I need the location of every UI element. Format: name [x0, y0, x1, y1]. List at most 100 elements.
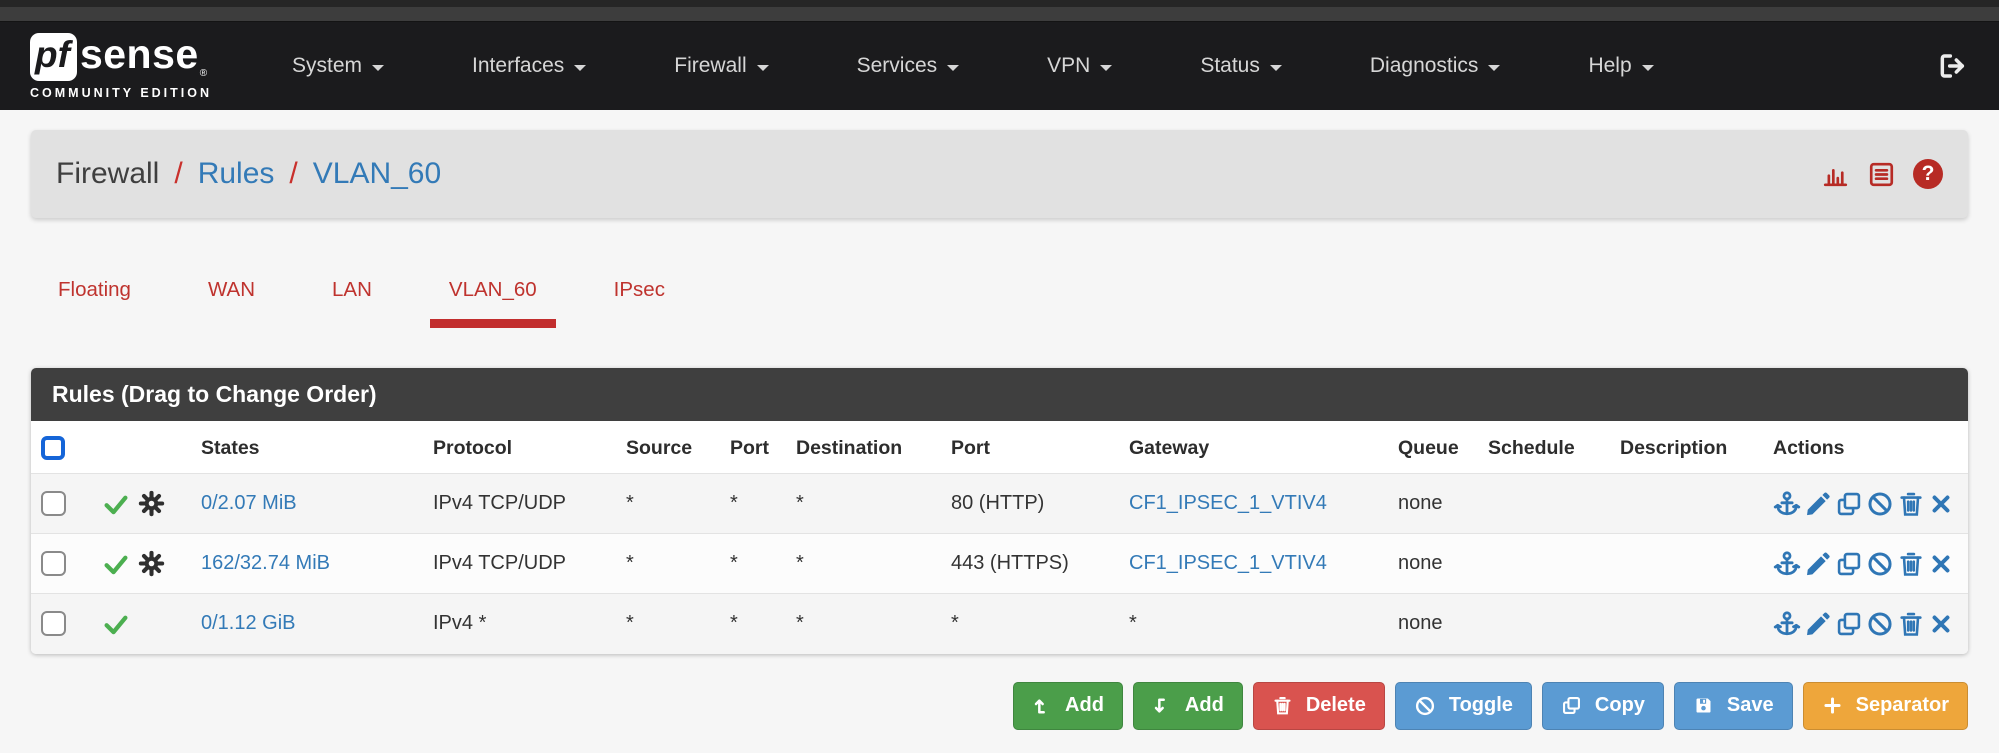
destination-cell: *: [796, 612, 804, 635]
anchor-button[interactable]: [1773, 490, 1801, 518]
states-link[interactable]: 162/32.74 MiB: [201, 552, 330, 574]
add-rule-top-button[interactable]: Add: [1013, 681, 1123, 730]
select-all-checkbox[interactable]: [41, 436, 65, 460]
interface-tabs: Floating WAN LAN VLAN_60 IPsec: [58, 278, 1968, 328]
delete-rule-button[interactable]: [1897, 610, 1925, 638]
copy-button[interactable]: [1835, 610, 1863, 638]
copy-selected-button[interactable]: Copy: [1541, 681, 1664, 730]
logout-button[interactable]: [1937, 50, 1969, 82]
remove-button[interactable]: [1928, 611, 1954, 637]
trash-icon: [1900, 552, 1922, 576]
chevron-down-icon: [574, 64, 587, 71]
schedule-cell: [1478, 594, 1610, 654]
add-separator-button[interactable]: Separator: [1802, 681, 1968, 730]
remove-button[interactable]: [1928, 491, 1954, 517]
column-destination: Destination: [796, 436, 903, 459]
window-chrome-bar: [0, 7, 1999, 22]
row-checkbox[interactable]: [41, 551, 66, 576]
tab-wan[interactable]: WAN: [207, 278, 256, 301]
chevron-down-icon: [756, 64, 769, 71]
edit-button[interactable]: [1804, 550, 1832, 578]
states-link[interactable]: 0/2.07 MiB: [201, 492, 297, 514]
queue-cell: none: [1398, 612, 1443, 635]
rule-enabled-icon[interactable]: [101, 489, 131, 519]
gateway-link[interactable]: CF1_IPSEC_1_VTIV4: [1129, 492, 1327, 514]
menu-label: Help: [1588, 54, 1632, 77]
toggle-selected-button[interactable]: Toggle: [1394, 681, 1532, 730]
pfsense-logo-text: sense: [79, 30, 199, 77]
delete-selected-button[interactable]: Delete: [1252, 681, 1385, 730]
menu-item-vpn[interactable]: VPN: [1047, 54, 1113, 78]
menu-item-status[interactable]: Status: [1200, 54, 1282, 78]
status-graph-button[interactable]: [1821, 160, 1850, 189]
rule-enabled-icon[interactable]: [101, 549, 131, 579]
breadcrumb-separator: /: [289, 157, 298, 190]
breadcrumb-actions: ?: [1821, 159, 1943, 189]
source-port-cell: *: [730, 612, 738, 635]
breadcrumb: Firewall / Rules / VLAN_60: [56, 157, 441, 191]
copy-button[interactable]: [1835, 550, 1863, 578]
breadcrumb-separator: /: [174, 157, 183, 190]
gateway-link[interactable]: CF1_IPSEC_1_VTIV4: [1129, 552, 1327, 574]
menu-item-diagnostics[interactable]: Diagnostics: [1370, 54, 1501, 78]
clone-icon: [1562, 697, 1580, 714]
menu-item-system[interactable]: System: [292, 54, 385, 78]
disable-button[interactable]: [1866, 610, 1894, 638]
destination-cell: *: [796, 552, 804, 574]
help-button[interactable]: ?: [1913, 159, 1943, 189]
rules-panel: Rules (Drag to Change Order) States Prot…: [31, 368, 1968, 654]
menu-label: Firewall: [674, 54, 747, 77]
rule-row[interactable]: 0/2.07 MiB IPv4 TCP/UDP * * * 80 (HTTP) …: [31, 473, 1968, 534]
view-log-button[interactable]: [1867, 160, 1896, 189]
menu-label: Diagnostics: [1369, 54, 1479, 77]
anchor-button[interactable]: [1773, 610, 1801, 638]
edit-button[interactable]: [1804, 610, 1832, 638]
queue-cell: none: [1398, 552, 1443, 574]
chevron-down-icon: [947, 64, 960, 71]
add-rule-bottom-button[interactable]: Add: [1132, 681, 1243, 730]
breadcrumb-link-vlan60[interactable]: VLAN_60: [312, 157, 442, 190]
menu-item-interfaces[interactable]: Interfaces: [472, 54, 587, 78]
pencil-icon: [1807, 492, 1830, 515]
delete-rule-button[interactable]: [1897, 490, 1925, 518]
page-content: Firewall / Rules / VLAN_60 ?: [0, 130, 1999, 730]
tab-vlan60[interactable]: VLAN_60: [429, 278, 556, 328]
save-button[interactable]: Save: [1673, 681, 1793, 730]
menu-label: Services: [856, 54, 938, 77]
rule-row[interactable]: 162/32.74 MiB IPv4 TCP/UDP * * * 443 (HT…: [31, 533, 1968, 594]
tab-floating[interactable]: Floating: [58, 278, 131, 301]
description-cell: [1610, 534, 1763, 594]
copy-button[interactable]: [1835, 490, 1863, 518]
remove-button[interactable]: [1928, 551, 1954, 577]
protocol-cell: IPv4 *: [433, 612, 487, 635]
rules-table: States Protocol Source Port Destination …: [31, 421, 1968, 654]
breadcrumb-link-rules[interactable]: Rules: [197, 157, 275, 190]
anchor-icon: [1773, 550, 1801, 575]
row-checkbox[interactable]: [41, 611, 66, 637]
states-link[interactable]: 0/1.12 GiB: [201, 612, 296, 635]
rule-row[interactable]: 0/1.12 GiB IPv4 * * * * * * none: [31, 593, 1968, 654]
disable-button[interactable]: [1866, 550, 1894, 578]
column-schedule: Schedule: [1488, 436, 1575, 459]
protocol-cell: IPv4 TCP/UDP: [433, 552, 566, 574]
pfsense-logo[interactable]: pf sense ® COMMUNITY EDITION: [30, 30, 212, 100]
anchor-button[interactable]: [1773, 550, 1801, 578]
protocol-cell: IPv4 TCP/UDP: [433, 492, 566, 514]
menu-item-services[interactable]: Services: [857, 54, 960, 78]
tab-lan[interactable]: LAN: [332, 278, 372, 301]
delete-rule-button[interactable]: [1897, 550, 1925, 578]
column-actions: Actions: [1773, 436, 1845, 459]
button-label: Toggle: [1448, 694, 1513, 716]
menu-item-firewall[interactable]: Firewall: [674, 54, 769, 78]
button-label: Copy: [1594, 694, 1645, 716]
menu-item-help[interactable]: Help: [1588, 54, 1654, 78]
rule-enabled-icon[interactable]: [101, 609, 131, 639]
row-checkbox[interactable]: [41, 491, 66, 516]
clone-icon: [1837, 552, 1861, 575]
button-label: Save: [1726, 694, 1774, 716]
clone-icon: [1837, 492, 1861, 515]
column-states: States: [201, 436, 260, 459]
disable-button[interactable]: [1866, 490, 1894, 518]
tab-ipsec[interactable]: IPsec: [613, 278, 665, 301]
edit-button[interactable]: [1804, 490, 1832, 518]
